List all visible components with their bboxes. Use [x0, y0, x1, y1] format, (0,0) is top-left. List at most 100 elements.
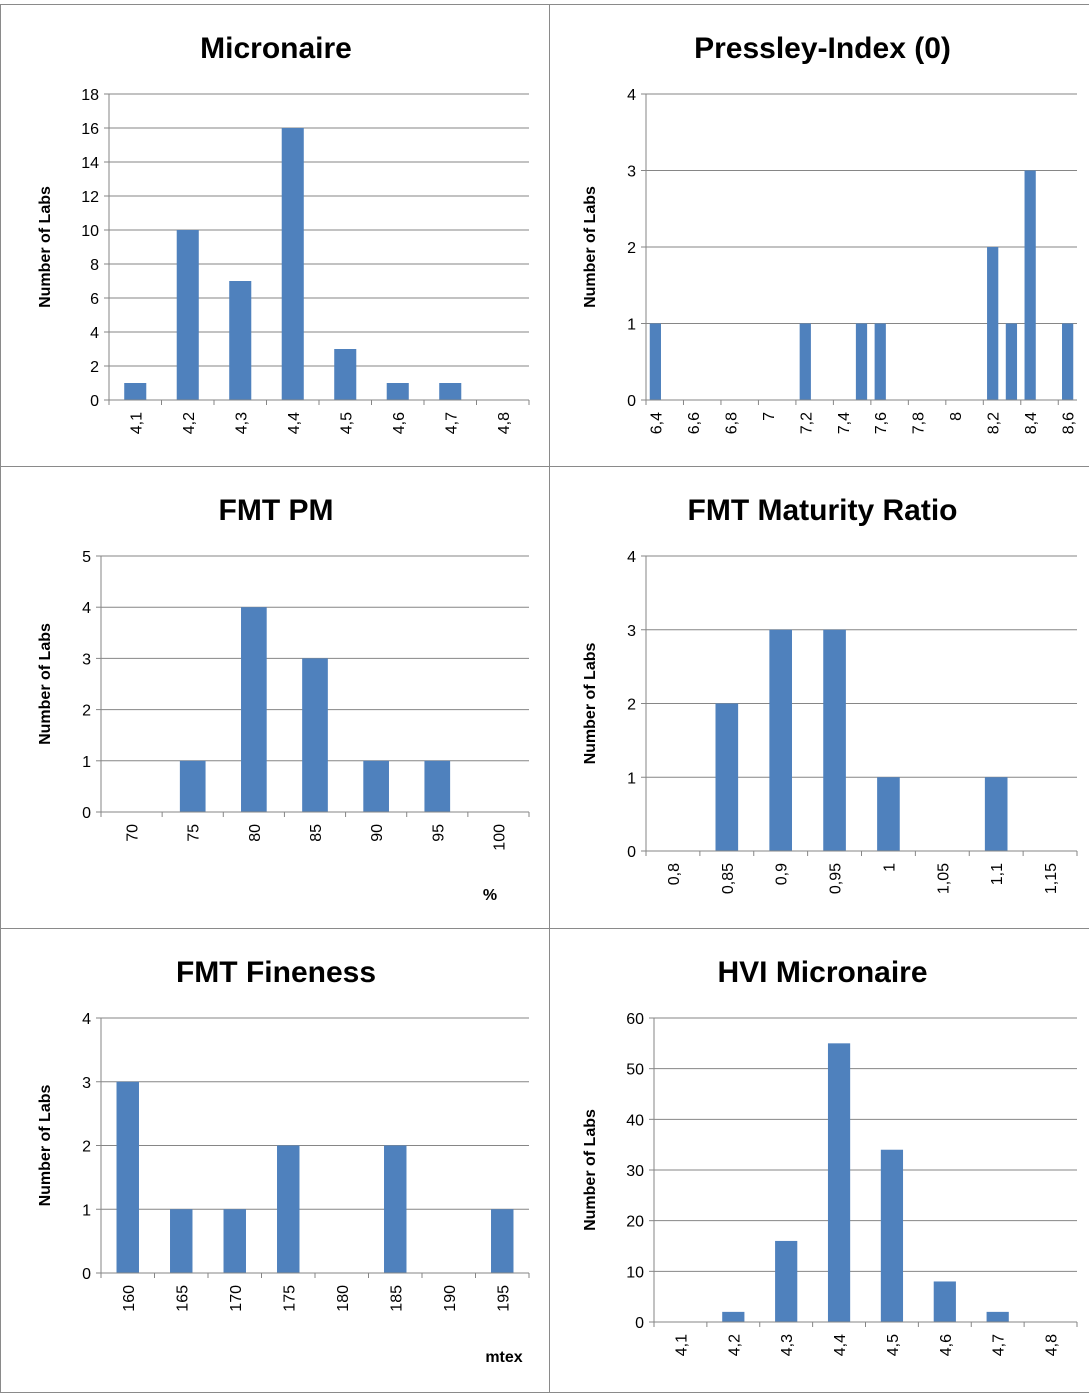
hvi-micronaire-chart: HVI Micronaire 0 10 20 30 40 50 60 Number of Lab… [582, 956, 1078, 1356]
x-tick-label: 1 [881, 863, 898, 872]
y-tick-label: 20 [626, 1214, 644, 1231]
y-tick-label: 3 [82, 651, 91, 668]
x-tick-label: 4,7 [443, 412, 460, 434]
chart-panel-hvi-micronaire: HVI Micronaire 0 10 20 30 40 50 60 Number of Lab… [549, 928, 1089, 1393]
chart-panel-fmt-fineness: FMT Fineness 0 1 2 3 4 Number of Labs 160 165 170… [0, 928, 550, 1393]
bar-185 [384, 1145, 407, 1273]
y-axis-label: Number of Labs [582, 186, 599, 308]
y-tick-label: 0 [82, 805, 91, 822]
x-tick-label: 8,4 [1023, 412, 1040, 434]
x-tick-label: 7,6 [873, 412, 890, 434]
x-tick-label: 4,4 [286, 412, 303, 434]
x-tick-label: 8,2 [986, 412, 1003, 434]
x-tick-label: 4,3 [233, 412, 250, 434]
bar-4-7 [986, 1311, 1009, 1322]
bar-0-9 [769, 629, 793, 851]
bar-0-85 [715, 703, 739, 851]
chart-title: FMT Maturity Ratio [688, 494, 958, 527]
y-tick-label: 40 [626, 1112, 644, 1129]
chart-title: Pressley-Index (0) [694, 32, 951, 65]
x-tick-label: 6,4 [648, 412, 665, 434]
y-tick-label: 3 [627, 164, 636, 181]
x-tick-label: 7,8 [911, 412, 928, 434]
x-axis-label: mtex [485, 1349, 522, 1366]
bar-90 [363, 760, 389, 812]
x-tick-label: 0,9 [774, 863, 791, 885]
fmt-fineness-chart: FMT Fineness 0 1 2 3 4 Number of Labs 160 165 170… [37, 956, 530, 1366]
bar-4-6 [386, 383, 409, 400]
y-tick-label: 2 [627, 240, 636, 257]
x-tick-label: 0,8 [666, 863, 683, 885]
y-tick-label: 3 [82, 1075, 91, 1092]
x-tick-label: 160 [121, 1285, 138, 1312]
y-tick-label: 4 [82, 600, 91, 617]
y-tick-label: 4 [627, 87, 636, 104]
x-tick-label: 4,7 [991, 1334, 1008, 1356]
bar-4-1 [124, 383, 147, 400]
x-tick-label: 180 [335, 1285, 352, 1312]
chart-title: Micronaire [200, 32, 352, 65]
x-tick-label: 175 [281, 1285, 298, 1312]
x-tick-label: 70 [125, 824, 142, 842]
x-tick-label: 4,2 [181, 412, 198, 434]
x-tick-label: 4,5 [885, 1334, 902, 1356]
x-tick-label: 7,2 [798, 412, 815, 434]
y-tick-label: 2 [82, 703, 91, 720]
x-tick-label: 170 [228, 1285, 245, 1312]
x-tick-label: 6,6 [686, 412, 703, 434]
chart-title: FMT Fineness [176, 956, 376, 989]
y-tick-label: 12 [81, 189, 99, 206]
x-tick-label: 1,15 [1043, 863, 1060, 894]
x-tick-label: 85 [308, 824, 325, 842]
fmt-pm-chart: FMT PM 0 1 2 3 4 5 Number of Labs 70 75 80 85 90 95 10… [37, 494, 530, 904]
y-axis-label: Number of Labs [582, 1109, 599, 1231]
pressley-index-chart: Pressley-Index (0) 0 1 2 3 4 Number of Labs 6,4… [582, 32, 1078, 434]
x-tick-label: 0,95 [828, 863, 845, 894]
y-tick-label: 30 [626, 1163, 644, 1180]
bar-0-95 [823, 629, 846, 851]
y-tick-label: 14 [81, 155, 99, 172]
y-tick-label: 1 [82, 1202, 91, 1219]
bar-4-6 [933, 1281, 956, 1322]
bar-160 [116, 1081, 139, 1273]
chart-panel-fmt-maturity-ratio: FMT Maturity Ratio 0 1 2 3 4 Number of Labs 0,8… [549, 466, 1089, 929]
bar-8-7 [1062, 323, 1074, 400]
bar-75 [179, 760, 206, 812]
bar-1 [877, 777, 900, 851]
chart-panel-fmt-pm: FMT PM 0 1 2 3 4 5 Number of Labs 70 75 80 85 90 95 10… [0, 466, 550, 929]
x-tick-label: 4,3 [779, 1334, 796, 1356]
y-tick-label: 2 [82, 1139, 91, 1156]
bar-8-2 [987, 247, 999, 400]
x-tick-label: 4,6 [938, 1334, 955, 1356]
x-tick-label: 7,4 [836, 412, 853, 434]
x-tick-label: 185 [388, 1285, 405, 1312]
x-tick-label: 4,6 [391, 412, 408, 434]
x-tick-label: 7 [761, 412, 778, 421]
y-tick-label: 5 [82, 549, 91, 566]
bar-165 [170, 1209, 193, 1273]
y-tick-label: 0 [82, 1266, 91, 1283]
bar-170 [223, 1209, 246, 1273]
fmt-maturity-ratio-chart: FMT Maturity Ratio 0 1 2 3 4 Number of Labs 0,8… [582, 494, 1078, 894]
bar-80 [241, 607, 267, 812]
x-tick-label: 90 [369, 824, 386, 842]
y-tick-label: 1 [627, 317, 636, 334]
x-tick-label: 4,8 [1044, 1334, 1061, 1356]
x-axis-label: % [483, 887, 497, 904]
y-tick-label: 4 [90, 325, 99, 342]
y-tick-label: 10 [81, 223, 99, 240]
x-tick-label: 75 [186, 824, 203, 842]
x-tick-label: 1,05 [935, 863, 952, 894]
y-tick-label: 10 [626, 1264, 644, 1281]
y-tick-label: 8 [90, 257, 99, 274]
y-tick-label: 18 [81, 87, 99, 104]
x-tick-label: 4,8 [496, 412, 513, 434]
x-tick-label: 4,1 [673, 1334, 690, 1356]
x-tick-label: 8,6 [1061, 412, 1078, 434]
y-tick-label: 16 [81, 121, 99, 138]
bar-4-3 [229, 281, 252, 400]
bar-95 [424, 760, 451, 812]
y-axis-label: Number of Labs [582, 643, 599, 765]
y-axis-label: Number of Labs [37, 186, 54, 308]
bar-7-5 [855, 323, 868, 400]
